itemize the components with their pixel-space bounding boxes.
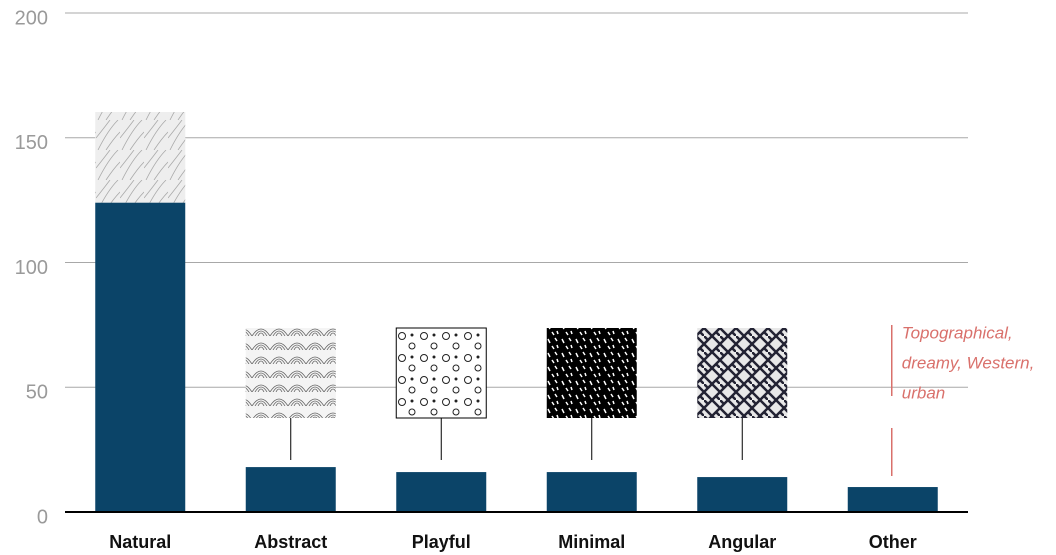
x-tick-label: Other <box>869 532 917 552</box>
x-tick-label: Natural <box>109 532 171 552</box>
annotation: Topographical, <box>902 323 1013 342</box>
pattern-swatch <box>697 328 788 418</box>
y-tick-label: 150 <box>15 132 48 154</box>
y-tick-label: 50 <box>26 382 48 404</box>
y-tick-label: 0 <box>37 506 48 528</box>
bar <box>546 472 637 512</box>
pattern-swatch <box>245 328 336 418</box>
bar <box>95 202 186 512</box>
annotation: dreamy, Western, <box>902 353 1035 372</box>
x-tick-label: Angular <box>708 532 776 552</box>
bar <box>396 472 487 512</box>
annotation: urban <box>902 383 945 402</box>
pattern-swatch <box>395 327 487 419</box>
pattern-swatch <box>95 112 186 203</box>
x-tick-label: Playful <box>412 532 471 552</box>
x-tick-label: Minimal <box>558 532 625 552</box>
pattern-swatch <box>546 328 637 418</box>
bar <box>697 477 788 512</box>
bar <box>847 487 938 512</box>
marks: Natural Abstract Playful Minimal Angular Othe… <box>65 112 1034 552</box>
y-tick-label: 200 <box>15 7 48 29</box>
bar <box>245 467 336 512</box>
y-tick-label: 100 <box>15 257 48 279</box>
x-tick-label: Abstract <box>254 532 327 552</box>
